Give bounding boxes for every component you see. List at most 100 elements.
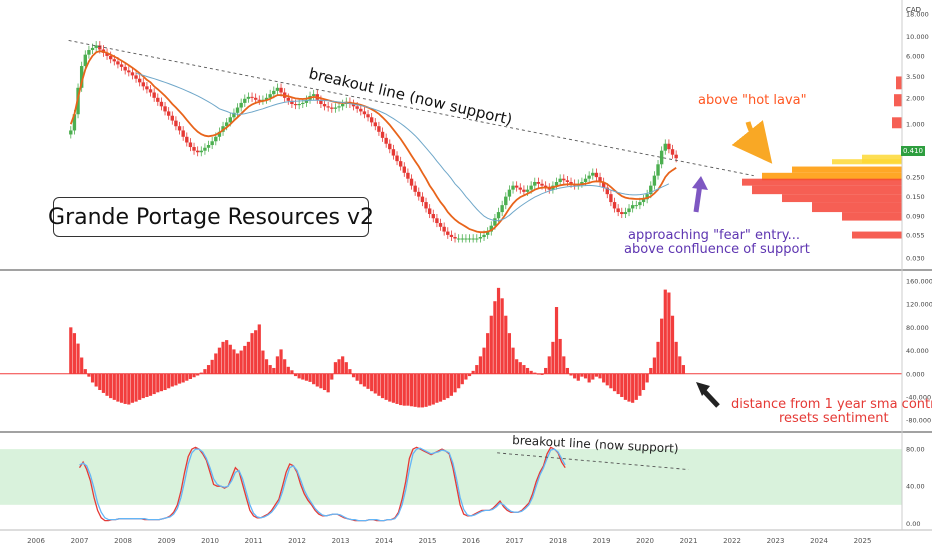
histogram-bar (326, 373, 330, 393)
candle-body (293, 104, 298, 106)
histogram-bar (507, 333, 512, 374)
histogram-bar (638, 373, 642, 396)
price-tick-label: 0.150 (906, 193, 925, 201)
candle-body (504, 196, 508, 206)
x-tick-label: 2007 (71, 537, 89, 545)
histogram-bar (225, 340, 229, 374)
stoch-tick-label: 80.00 (906, 446, 925, 454)
candle-body (192, 147, 196, 151)
histogram-bar (471, 370, 475, 374)
histogram-bar (583, 373, 588, 379)
candle-body (649, 185, 653, 195)
candle-body (130, 72, 135, 76)
histogram-bar (232, 349, 236, 374)
candle-body (583, 178, 588, 183)
hist-tick-label: 0.000 (906, 370, 925, 378)
candle-body (645, 194, 649, 200)
candle-body (199, 150, 203, 153)
histogram-bar (185, 373, 189, 381)
candle-body (279, 87, 283, 93)
volume-profile-bar (894, 94, 902, 107)
histogram-bar (533, 372, 537, 374)
candle-body (380, 131, 385, 138)
histogram-bar (167, 373, 171, 389)
candle-body (511, 185, 515, 190)
histogram-bar (362, 373, 367, 387)
histogram-bar (90, 373, 95, 383)
histogram-bar (348, 369, 352, 374)
histogram-bar (605, 373, 609, 386)
histogram-bar (554, 307, 559, 374)
histogram-bar (341, 356, 345, 374)
histogram-bar (196, 373, 200, 376)
histogram-bar (297, 373, 301, 379)
candle-body (369, 117, 374, 123)
volume-profile-bar (862, 154, 902, 164)
candle-body (605, 187, 609, 195)
candle-body (181, 130, 185, 137)
candle-body (540, 183, 544, 186)
hist-tick-label: 80.000 (906, 324, 929, 332)
histogram-bar (250, 333, 254, 374)
histogram-bar (156, 373, 160, 393)
candle-body (507, 189, 512, 197)
candle-body (406, 172, 410, 179)
histogram-bar (442, 373, 446, 400)
candle-body (489, 225, 493, 232)
candle-body (471, 238, 475, 240)
candle-body (616, 208, 620, 213)
histogram-bar (286, 366, 290, 374)
hist-tick-label: -40.000 (906, 393, 931, 401)
histogram-bar (399, 373, 403, 406)
candle-body (145, 86, 149, 90)
candle-body (453, 237, 457, 239)
candle-body (239, 102, 243, 108)
candle-body (333, 107, 338, 109)
candle-body (362, 111, 367, 115)
candle-body (580, 182, 584, 184)
histogram-bar (660, 318, 664, 374)
candle-body (449, 234, 454, 238)
x-tick-label: 2009 (158, 537, 176, 545)
distance-label-line1: distance from 1 year sma contr (731, 397, 932, 412)
candle-body (594, 172, 599, 178)
volume-profile-bar (832, 159, 902, 165)
histogram-bar (319, 373, 323, 389)
price-tick-label: 18.000 (906, 11, 929, 19)
candle-body (257, 99, 261, 101)
volume-profile-bar (896, 76, 902, 90)
candle-body (152, 92, 156, 98)
histogram-bar (435, 373, 439, 403)
breakout-label-main: breakout line (now support) (307, 64, 514, 128)
chart-title: Grande Portage Resources v2 (48, 197, 374, 237)
candle-body (337, 106, 341, 108)
histogram-bar (275, 356, 280, 374)
histogram-bar (460, 373, 464, 385)
histogram-bar (623, 373, 628, 400)
fear-label-line1: approaching "fear" entry... (628, 228, 800, 243)
x-tick-label: 2022 (723, 537, 741, 545)
histogram-bar (652, 357, 657, 374)
candle-body (547, 187, 551, 190)
histogram-bar (94, 373, 98, 387)
candle-body (377, 126, 381, 132)
candle-body (409, 178, 414, 186)
histogram-bar (565, 367, 570, 374)
histogram-bar (511, 347, 515, 374)
candle-body (620, 212, 624, 215)
candle-body (166, 111, 171, 116)
candle-body (533, 182, 537, 186)
candle-body (268, 94, 272, 98)
candle-body (174, 120, 178, 127)
histogram-bar (496, 287, 501, 374)
histogram-bar (177, 373, 182, 384)
volume-profile-bar (792, 166, 902, 173)
candle-body (217, 131, 222, 137)
histogram-bar (569, 373, 573, 376)
candle-body (373, 122, 377, 127)
hist-tick-label: 160.000 (906, 277, 932, 285)
volume-profile-bar (762, 172, 902, 181)
histogram-bar (489, 315, 493, 374)
histogram-bar (145, 373, 149, 397)
candle-body (667, 143, 671, 150)
